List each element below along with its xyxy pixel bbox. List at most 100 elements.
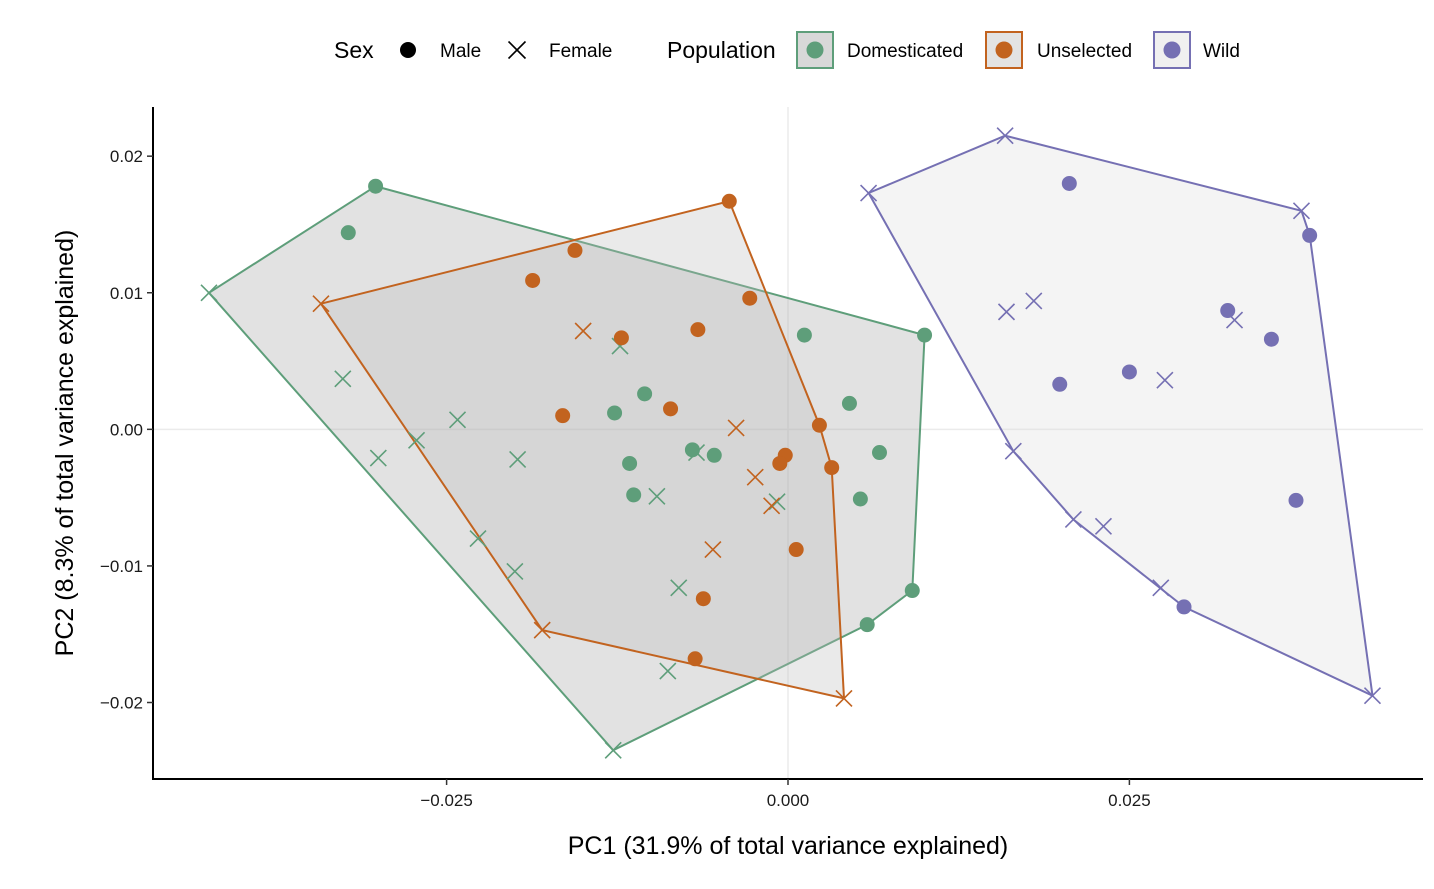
point-wild-female [1225, 311, 1244, 329]
point-domesticated-male [871, 445, 887, 461]
point-unselected-male [772, 455, 788, 471]
point-unselected-female [746, 468, 764, 486]
axes: −0.025 0.000 0.025 −0.02 −0.01 0.00 0.01 0.02 [100, 107, 1423, 810]
point-unselected-male [721, 193, 737, 209]
legend-key-female [507, 40, 527, 60]
y-tick-label: 0.01 [110, 284, 143, 303]
y-tick-label: 0.02 [110, 147, 143, 166]
point-wild-female [997, 303, 1016, 321]
point-domesticated-male [368, 178, 384, 194]
point-unselected-female [835, 689, 853, 707]
point-unselected-male [687, 651, 703, 667]
point-wild-male [1302, 227, 1318, 243]
point-domesticated-male [841, 395, 857, 411]
point-wild-male [1288, 492, 1304, 508]
hull-wild [867, 134, 1374, 698]
x-tick-label: 0.000 [767, 791, 810, 810]
point-domesticated-female [469, 530, 487, 548]
point-wild-female [1363, 687, 1382, 705]
point-unselected-male [811, 417, 827, 433]
y-tick-label: 0.00 [110, 420, 143, 439]
legend-label-domesticated: Domesticated [847, 41, 963, 62]
y-tick-label: −0.01 [100, 557, 143, 576]
point-domesticated-male [622, 455, 638, 471]
legend-label-wild: Wild [1203, 41, 1240, 62]
point-wild-male [1176, 599, 1192, 615]
point-wild-female [1292, 202, 1311, 220]
point-wild-male [1220, 303, 1236, 319]
legend: Sex Male Female Population Domesticated Unsel… [334, 31, 1240, 69]
convex-hulls [207, 134, 1374, 752]
point-domesticated-female [509, 450, 527, 468]
point-unselected-male [742, 290, 758, 306]
point-unselected-female [574, 322, 592, 340]
point-domesticated-female [334, 370, 352, 388]
legend-key-male [400, 42, 416, 58]
point-domesticated-male [796, 327, 812, 343]
legend-key-dot-unselected [995, 41, 1013, 59]
legend-label-male: Male [440, 41, 481, 62]
point-unselected-male [525, 272, 541, 288]
point-domesticated-female [448, 411, 467, 429]
point-unselected-male [690, 322, 706, 338]
legend-key-dot-domesticated [806, 41, 824, 59]
point-unselected-male [567, 242, 583, 258]
x-axis-title: PC1 (31.9% of total variance explained) [568, 832, 1009, 860]
point-domesticated-male [626, 487, 642, 503]
legend-label-unselected: Unselected [1037, 41, 1132, 62]
point-domesticated-female [687, 443, 706, 462]
point-domesticated-male [852, 491, 868, 507]
point-unselected-female [727, 419, 745, 437]
point-wild-female [1064, 510, 1082, 529]
legend-label-female: Female [549, 41, 612, 62]
point-wild-male [1052, 376, 1068, 392]
legend-key-dot-wild [1163, 41, 1181, 59]
plot-area [153, 107, 1423, 779]
point-unselected-male [788, 542, 804, 558]
point-unselected-female [763, 497, 781, 515]
point-domesticated-female [369, 449, 387, 467]
point-wild-male [1121, 364, 1137, 380]
point-wild-female [1152, 579, 1170, 597]
point-domesticated-male [607, 405, 623, 421]
point-domesticated-male [706, 447, 722, 463]
data-points [200, 127, 1382, 759]
point-unselected-female [312, 295, 330, 313]
point-unselected-male [613, 330, 629, 346]
point-domesticated-male [340, 225, 356, 241]
legend-population-title: Population [667, 37, 776, 63]
point-domesticated-female [648, 487, 666, 505]
y-axis-title: PC2 (8.3% of total variance explained) [51, 230, 79, 657]
point-unselected-male [824, 460, 840, 476]
point-unselected-female [533, 621, 551, 639]
point-wild-female [1094, 517, 1113, 535]
point-domesticated-male [904, 583, 920, 599]
point-domesticated-male [917, 327, 933, 343]
point-wild-male [1263, 331, 1279, 347]
x-tick-label: −0.025 [420, 791, 472, 810]
point-unselected-male [555, 408, 571, 424]
point-unselected-male [663, 401, 679, 417]
point-domesticated-female [659, 662, 677, 680]
point-wild-female [1004, 442, 1022, 460]
legend-key-domesticated [796, 31, 834, 69]
point-domesticated-male [684, 442, 700, 458]
point-unselected-female [704, 540, 722, 559]
point-domesticated-male [859, 617, 875, 633]
point-wild-female [996, 127, 1014, 145]
point-domesticated-female [407, 431, 426, 449]
point-unselected-male [695, 591, 711, 607]
point-domesticated-male [637, 386, 653, 402]
point-domesticated-female [200, 284, 218, 302]
point-wild-female [1025, 292, 1043, 310]
point-domesticated-female [604, 741, 622, 759]
zero-gridlines [153, 107, 1423, 779]
x-tick-label: 0.025 [1108, 791, 1151, 810]
y-tick-label: −0.02 [100, 694, 143, 713]
point-wild-female [860, 184, 878, 202]
point-domesticated-female [506, 562, 524, 580]
point-wild-female [1156, 371, 1174, 389]
legend-sex-title: Sex [334, 37, 374, 63]
point-wild-male [1061, 175, 1077, 191]
